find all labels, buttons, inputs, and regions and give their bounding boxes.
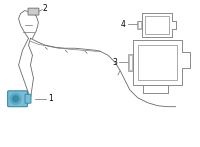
Bar bbox=[145, 16, 169, 34]
Circle shape bbox=[13, 96, 19, 102]
Text: 3: 3 bbox=[112, 58, 117, 67]
FancyBboxPatch shape bbox=[8, 91, 28, 107]
FancyBboxPatch shape bbox=[25, 94, 31, 103]
Text: 1: 1 bbox=[48, 94, 53, 103]
Text: 4: 4 bbox=[121, 20, 126, 29]
Text: 2: 2 bbox=[42, 4, 47, 13]
Circle shape bbox=[10, 93, 21, 104]
FancyBboxPatch shape bbox=[28, 8, 39, 15]
Bar bbox=[137, 20, 142, 29]
Bar bbox=[129, 55, 132, 70]
Bar bbox=[128, 54, 133, 71]
Bar bbox=[138, 21, 141, 28]
Bar bbox=[138, 45, 177, 80]
